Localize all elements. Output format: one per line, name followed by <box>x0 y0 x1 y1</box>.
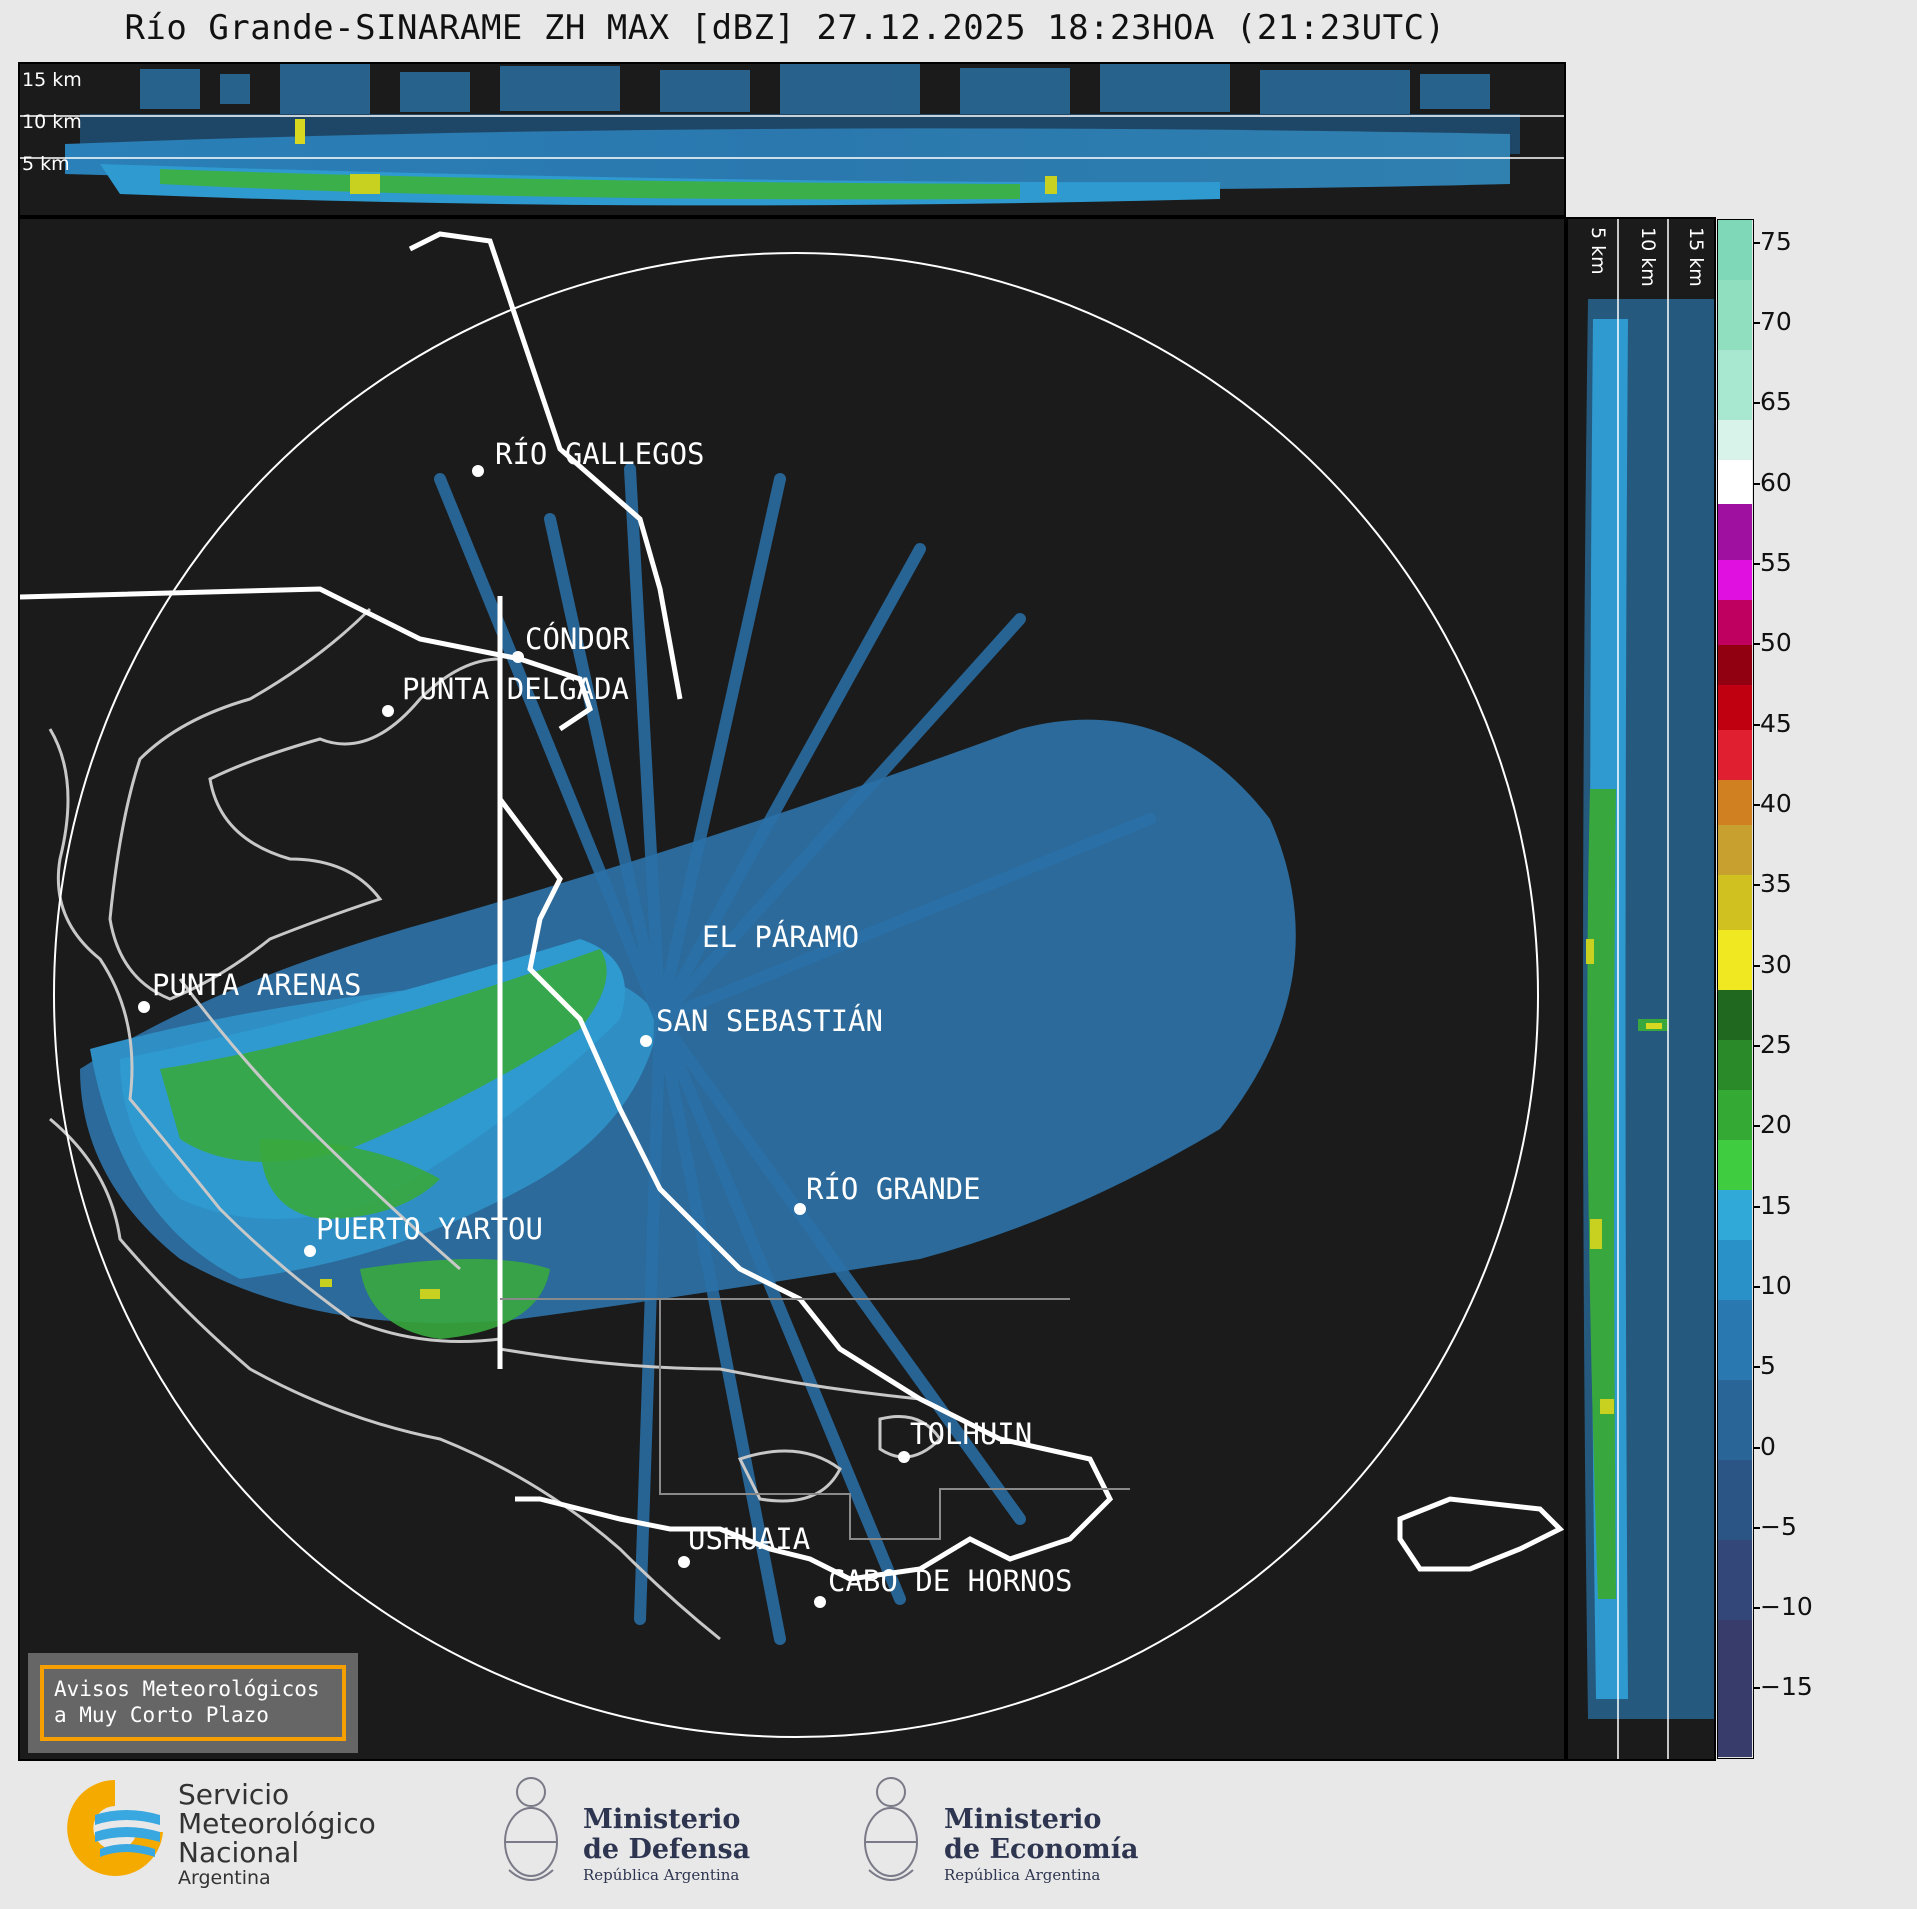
smn-logo-icon <box>67 1780 163 1876</box>
colorbar-tick: 25 <box>1754 1030 1792 1059</box>
short-term-warnings-frame: Avisos Meteorológicos a Muy Corto Plazo <box>40 1665 346 1741</box>
radar-map-plot: RÍO GALLEGOS CÓNDOR PUNTA DELGADA EL PÁR… <box>20 231 1564 1738</box>
economia-line-2: de Economía <box>944 1834 1139 1865</box>
city-label-ushuaia: USHUAIA <box>688 1522 810 1556</box>
economia-line-3: República Argentina <box>944 1866 1101 1884</box>
city-dot-tolhuin <box>898 1451 910 1463</box>
colorbar-tick: 15 <box>1754 1191 1792 1220</box>
defensa-line-3: República Argentina <box>583 1866 740 1884</box>
colorbar-gradient <box>1718 220 1752 1757</box>
top-cross-section: 15 km 10 km 5 km <box>18 62 1566 217</box>
colorbar-tick: 70 <box>1754 307 1792 336</box>
city-dot-rio-grande <box>794 1203 806 1215</box>
colorbar-tick: 75 <box>1754 227 1792 256</box>
colorbar-tick: 5 <box>1754 1351 1776 1380</box>
defensa-coat-of-arms-icon <box>504 1777 558 1881</box>
political-boundaries <box>20 231 1564 1582</box>
colorbar-tick: 60 <box>1754 468 1792 497</box>
city-label-cabo-de-hornos: CABO DE HORNOS <box>828 1564 1072 1598</box>
city-label-san-sebastian: SAN SEBASTIÁN <box>656 1004 883 1038</box>
top-upper-echoes <box>140 64 1490 114</box>
range-ring <box>53 252 1539 1738</box>
city-label-puerto-yartou: PUERTO YARTOU <box>316 1212 543 1246</box>
colorbar-tick: 20 <box>1754 1110 1792 1139</box>
colorbar-tick: 30 <box>1754 950 1792 979</box>
reflectivity-colorbar <box>1717 219 1754 1759</box>
city-markers: RÍO GALLEGOS CÓNDOR PUNTA DELGADA EL PÁR… <box>138 437 1072 1608</box>
smn-line-4: Argentina <box>178 1867 271 1889</box>
map-title: Río Grande-SINARAME ZH MAX [dBZ] 27.12.2… <box>124 8 1446 48</box>
city-dot-condor <box>512 651 524 663</box>
colorbar-tick: 0 <box>1754 1432 1776 1461</box>
top-alt-label-5: 5 km <box>22 153 70 175</box>
economia-wordmark: Ministerio de Economía República Argenti… <box>944 1805 1138 1885</box>
colorbar-tick: −15 <box>1754 1672 1813 1701</box>
economia-coat-of-arms-icon <box>864 1777 918 1881</box>
defensa-line-2: de Defensa <box>583 1834 751 1865</box>
department-boundaries <box>500 1298 1130 1540</box>
top-yellow-cell-3 <box>295 119 305 144</box>
smn-line-2: Meteorológico <box>178 1807 376 1840</box>
city-dot-puerto-yartou <box>304 1245 316 1257</box>
coastlines <box>48 607 942 1641</box>
notice-line-1: Avisos Meteorológicos <box>54 1677 320 1701</box>
colorbar-tick: 45 <box>1754 709 1792 738</box>
top-cross-section-plot: 15 km 10 km 5 km <box>20 64 1564 206</box>
smn-line-3: Nacional <box>178 1836 300 1869</box>
city-label-el-paramo: EL PÁRAMO <box>702 920 859 954</box>
colorbar-tick: 35 <box>1754 869 1792 898</box>
city-label-tolhuin: TOLHUIN <box>910 1417 1032 1451</box>
top-yellow-cell-2 <box>1045 176 1057 194</box>
city-label-rio-gallegos: RÍO GALLEGOS <box>495 437 705 471</box>
city-dot-punta-delgada <box>382 705 394 717</box>
city-label-rio-grande: RÍO GRANDE <box>806 1172 981 1206</box>
side-alt-label-5: 5 km <box>1587 227 1609 275</box>
city-dot-san-sebastian <box>640 1035 652 1047</box>
top-alt-label-10: 10 km <box>22 111 82 133</box>
colorbar-tick: 55 <box>1754 548 1792 577</box>
city-label-punta-delgada: PUNTA DELGADA <box>402 672 629 706</box>
smn-wordmark: Servicio Meteorológico Nacional Argentin… <box>178 1780 376 1889</box>
radar-echo-field <box>80 463 1296 1645</box>
smn-line-1: Servicio <box>178 1778 290 1811</box>
side-alt-label-15: 15 km <box>1685 227 1707 287</box>
colorbar-tick: −10 <box>1754 1592 1813 1621</box>
colorbar-tick: 40 <box>1754 789 1792 818</box>
side-cross-section: 5 km 10 km 15 km <box>1566 217 1716 1761</box>
radar-map[interactable]: RÍO GALLEGOS CÓNDOR PUNTA DELGADA EL PÁR… <box>18 217 1566 1761</box>
notice-line-2: a Muy Corto Plazo <box>54 1703 269 1727</box>
city-dot-cabo-de-hornos <box>814 1596 826 1608</box>
defensa-wordmark: Ministerio de Defensa República Argentin… <box>583 1805 750 1885</box>
top-yellow-cell-1 <box>350 174 380 194</box>
colorbar-tick: 50 <box>1754 628 1792 657</box>
defensa-line-1: Ministerio <box>583 1804 741 1835</box>
city-label-punta-arenas: PUNTA ARENAS <box>152 968 362 1002</box>
colorbar-tick: 10 <box>1754 1271 1792 1300</box>
colorbar-tick: −5 <box>1754 1512 1797 1541</box>
top-alt-label-15: 15 km <box>22 69 82 91</box>
city-dot-rio-gallegos <box>472 465 484 477</box>
side-alt-label-10: 10 km <box>1637 227 1659 287</box>
economia-line-1: Ministerio <box>944 1804 1102 1835</box>
colorbar-tick: 65 <box>1754 387 1792 416</box>
city-dot-punta-arenas <box>138 1001 150 1013</box>
short-term-warnings-box[interactable]: Avisos Meteorológicos a Muy Corto Plazo <box>28 1653 358 1753</box>
city-label-condor: CÓNDOR <box>525 622 630 656</box>
city-dot-ushuaia <box>678 1556 690 1568</box>
side-cross-section-plot: 5 km 10 km 15 km <box>1583 219 1714 1759</box>
